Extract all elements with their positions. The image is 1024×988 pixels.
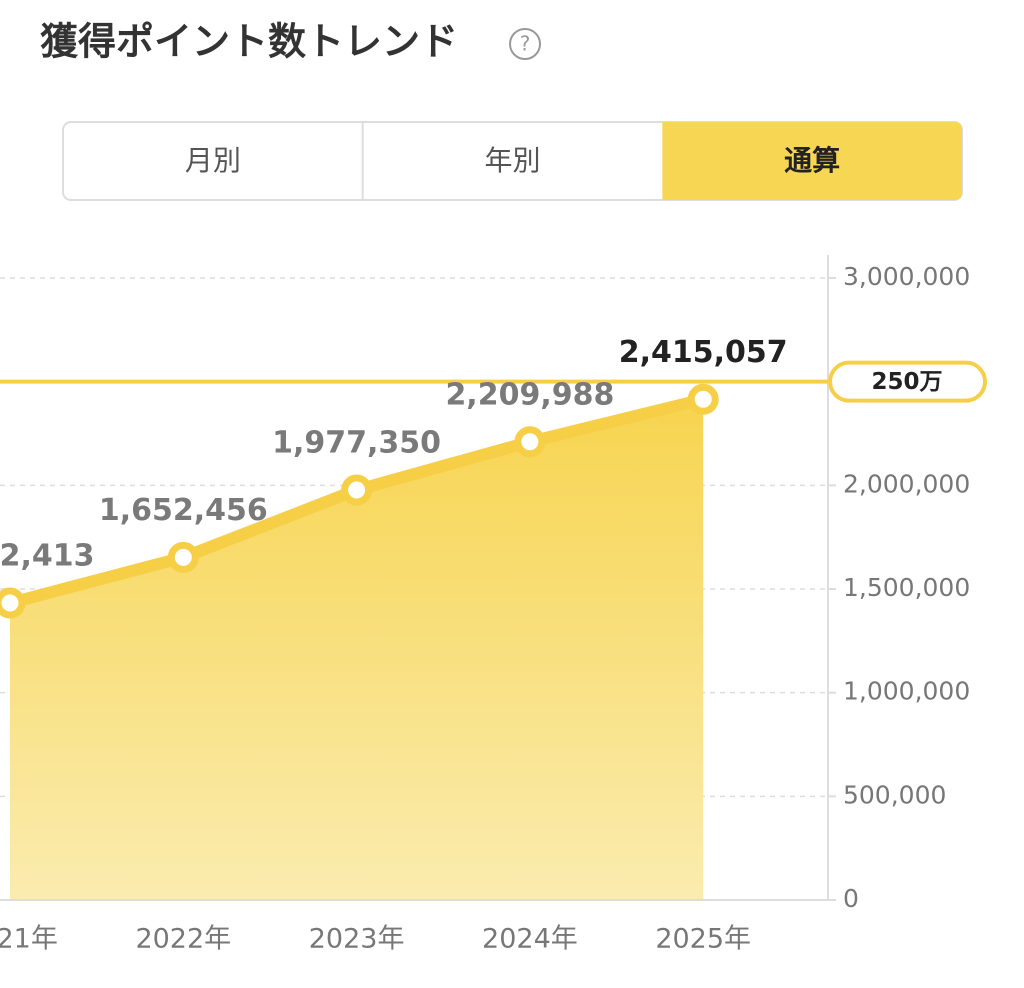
area bbox=[10, 399, 704, 900]
tab-label[interactable]: 月別 bbox=[185, 144, 241, 177]
point bbox=[167, 541, 199, 573]
reference-pill bbox=[828, 360, 987, 403]
y-tick-label: 500,000 bbox=[843, 780, 946, 809]
y-tick-label: 2,000,000 bbox=[843, 469, 970, 498]
value-label: 1,977,350 bbox=[272, 426, 441, 461]
value-label: 2,209,988 bbox=[445, 377, 614, 412]
reference-label: 250万 bbox=[871, 369, 942, 395]
tab-label[interactable]: 年別 bbox=[484, 144, 540, 177]
tab-label[interactable]: 通算 bbox=[784, 144, 840, 177]
point bbox=[687, 383, 719, 415]
y-tick-label: 3,000,000 bbox=[843, 262, 970, 291]
value-label: 1,432,413 bbox=[0, 539, 94, 574]
help-icon-text: ? bbox=[520, 32, 531, 56]
point bbox=[341, 474, 373, 506]
y-tick-label: 0 bbox=[843, 884, 859, 913]
tab-bar: 月別 年別 通算 bbox=[62, 121, 963, 201]
tab-active-bg bbox=[662, 122, 962, 200]
x-tick-label: 2023年 bbox=[309, 924, 405, 955]
help-icon[interactable] bbox=[509, 28, 541, 60]
point bbox=[514, 426, 546, 458]
x-tick-label: 2022年 bbox=[135, 924, 231, 955]
y-tick-label: 1,500,000 bbox=[843, 573, 970, 602]
y-tick-label: 1,000,000 bbox=[843, 677, 970, 706]
point bbox=[0, 587, 26, 619]
title: 獲得ポイント数トレンド bbox=[40, 20, 458, 64]
x-tick-label: 2025年 bbox=[655, 924, 751, 955]
x-tick-label: 2021年 bbox=[0, 924, 58, 955]
value-label: 2,415,057 bbox=[619, 335, 788, 370]
x-tick-label: 2024年 bbox=[482, 924, 578, 955]
value-label: 1,652,456 bbox=[99, 493, 268, 528]
chart: 0 500,000 1,000,000 1,500,000 2,000,000 3,000… bbox=[0, 255, 987, 955]
